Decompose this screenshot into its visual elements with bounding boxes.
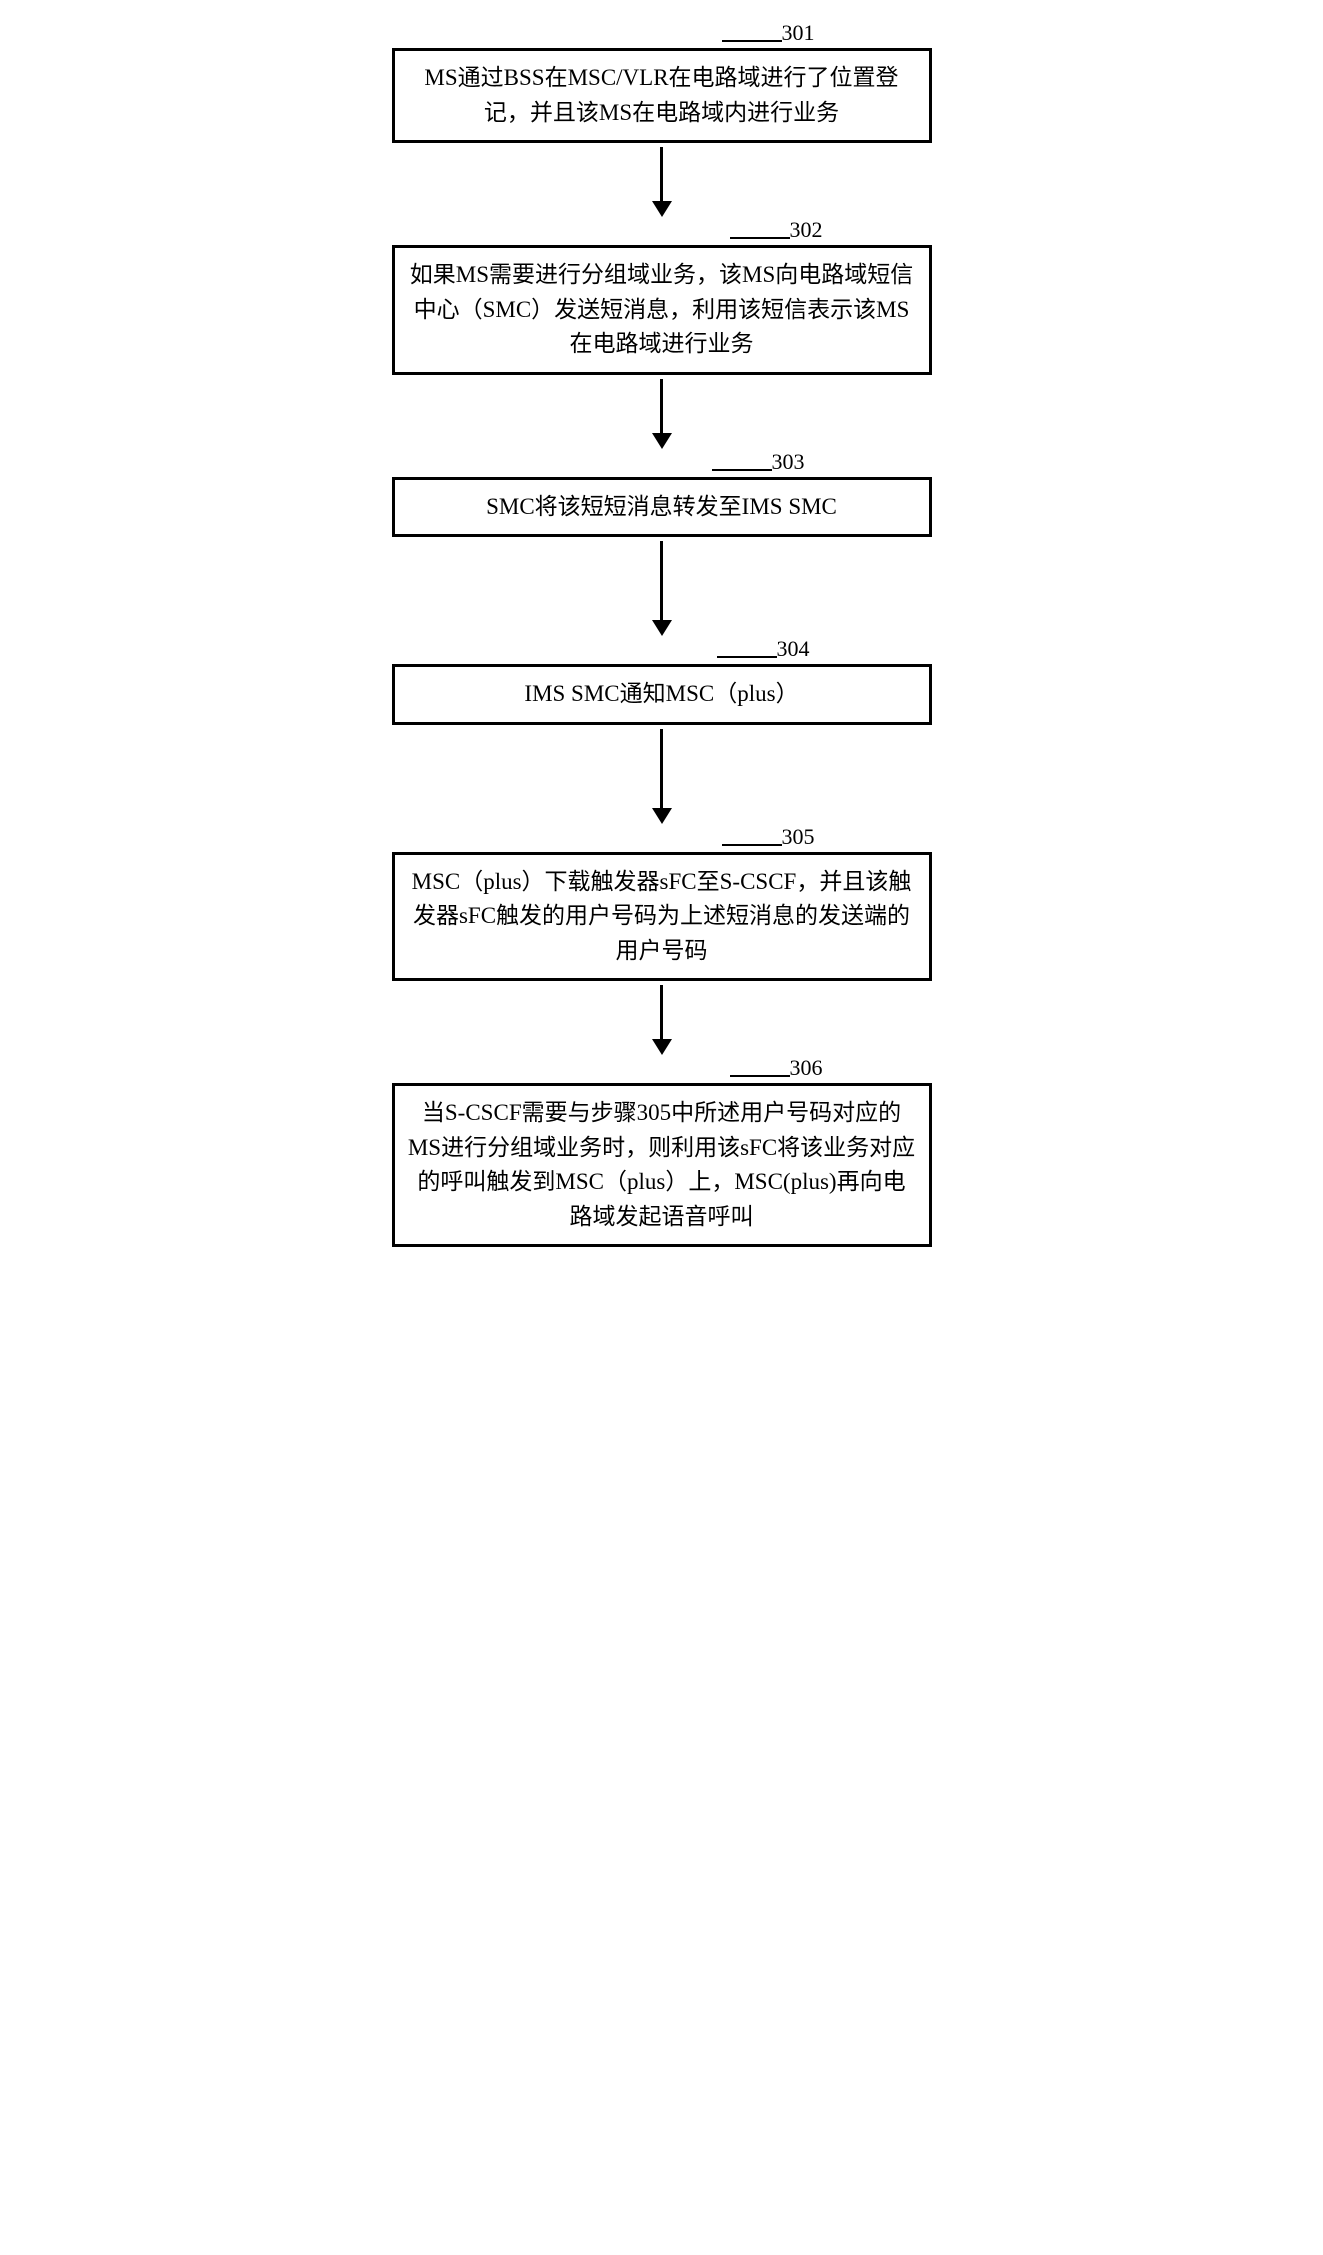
step-box: 当S-CSCF需要与步骤305中所述用户号码对应的MS进行分组域业务时，则利用该… [392, 1083, 932, 1247]
leader-line [722, 844, 782, 846]
step-label-row: 301 [382, 20, 942, 48]
arrow-head [652, 433, 672, 449]
arrow-shaft [660, 541, 663, 621]
step-wrapper: 303SMC将该短短消息转发至IMS SMC [382, 449, 942, 538]
arrow-down-icon [652, 729, 672, 824]
step-label-row: 305 [382, 824, 942, 852]
step-wrapper: 306当S-CSCF需要与步骤305中所述用户号码对应的MS进行分组域业务时，则… [382, 1055, 942, 1247]
arrow-down-icon [652, 147, 672, 217]
arrow-head [652, 1039, 672, 1055]
arrow-head [652, 620, 672, 636]
step-box: MS通过BSS在MSC/VLR在电路域进行了位置登记，并且该MS在电路域内进行业… [392, 48, 932, 143]
arrow-shaft [660, 985, 663, 1040]
step-label: 302 [790, 217, 823, 243]
leader-line [722, 40, 782, 42]
step-wrapper: 304IMS SMC通知MSC（plus） [382, 636, 942, 725]
leader-line [730, 1075, 790, 1077]
arrow-shaft [660, 729, 663, 809]
arrow-head [652, 201, 672, 217]
step-wrapper: 305MSC（plus）下载触发器sFC至S-CSCF，并且该触发器sFC触发的… [382, 824, 942, 982]
step-label-row: 303 [382, 449, 942, 477]
step-wrapper: 301MS通过BSS在MSC/VLR在电路域进行了位置登记，并且该MS在电路域内… [382, 20, 942, 143]
arrow-shaft [660, 379, 663, 434]
arrow-head [652, 808, 672, 824]
step-label-row: 304 [382, 636, 942, 664]
arrow-down-icon [652, 541, 672, 636]
leader-line [712, 469, 772, 471]
step-label: 304 [777, 636, 810, 662]
flowchart-container: 301MS通过BSS在MSC/VLR在电路域进行了位置登记，并且该MS在电路域内… [382, 20, 942, 1247]
arrow-shaft [660, 147, 663, 202]
leader-line [717, 656, 777, 658]
step-wrapper: 302如果MS需要进行分组域业务，该MS向电路域短信中心（SMC）发送短消息，利… [382, 217, 942, 375]
arrow-down-icon [652, 985, 672, 1055]
step-box: MSC（plus）下载触发器sFC至S-CSCF，并且该触发器sFC触发的用户号… [392, 852, 932, 982]
step-box: IMS SMC通知MSC（plus） [392, 664, 932, 725]
step-box: 如果MS需要进行分组域业务，该MS向电路域短信中心（SMC）发送短消息，利用该短… [392, 245, 932, 375]
arrow-down-icon [652, 379, 672, 449]
step-box: SMC将该短短消息转发至IMS SMC [392, 477, 932, 538]
step-label: 301 [782, 20, 815, 46]
step-label-row: 302 [382, 217, 942, 245]
step-label: 303 [772, 449, 805, 475]
step-label: 305 [782, 824, 815, 850]
step-label: 306 [790, 1055, 823, 1081]
leader-line [730, 237, 790, 239]
step-label-row: 306 [382, 1055, 942, 1083]
